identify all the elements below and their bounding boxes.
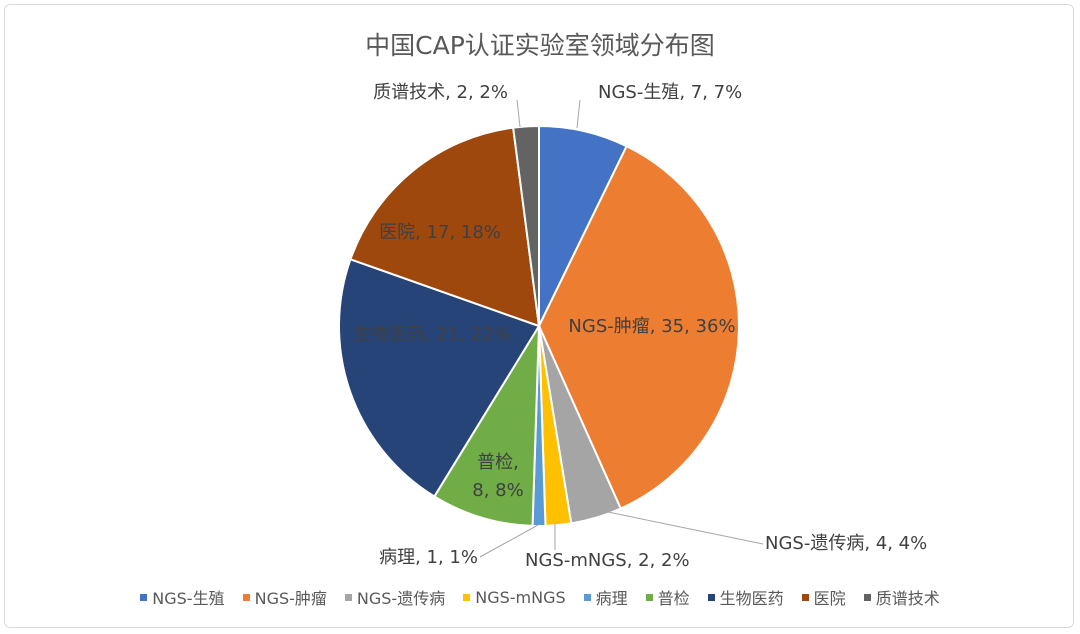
data-label: 生物医药, 21, 22% <box>353 324 511 345</box>
leader-line <box>607 511 764 545</box>
legend-swatch <box>583 593 591 601</box>
data-label: NGS-mNGS, 2, 2% <box>525 550 690 571</box>
legend-label: 普检 <box>657 589 690 608</box>
legend: NGS-生殖 NGS-肿瘤 NGS-遗传病 NGS-mNGS 病理 普检 生物医药 医院 质谱技… <box>0 585 1080 609</box>
legend-item: NGS-生殖 <box>140 585 225 609</box>
legend-swatch <box>242 593 250 601</box>
legend-swatch <box>801 593 809 601</box>
legend-item: 医院 <box>801 585 846 609</box>
leader-line <box>576 99 581 129</box>
legend-swatch <box>645 593 653 601</box>
legend-item: NGS-肿瘤 <box>242 585 327 609</box>
data-label: NGS-遗传病, 4, 4% <box>765 533 927 554</box>
data-label: 普检, 8, 8% <box>472 452 523 501</box>
legend-label: 病理 <box>595 589 628 608</box>
legend-label: NGS-遗传病 <box>356 589 446 608</box>
data-label: NGS-生殖, 7, 7% <box>598 81 742 103</box>
data-label: 质谱技术, 2, 2% <box>373 82 508 103</box>
pie-slice <box>349 126 541 328</box>
legend-label: NGS-生殖 <box>152 589 225 608</box>
data-label: NGS-肿瘤, 35, 36% <box>568 316 735 337</box>
legend-label: NGS-肿瘤 <box>254 589 327 608</box>
legend-swatch <box>140 593 148 601</box>
legend-swatch <box>344 593 352 601</box>
legend-item: NGS-遗传病 <box>344 585 446 609</box>
legend-label: 质谱技术 <box>875 589 940 608</box>
legend-label: NGS-mNGS <box>475 587 566 607</box>
legend-swatch <box>707 593 715 601</box>
leader-line <box>479 524 539 558</box>
legend-label: 医院 <box>813 589 846 608</box>
chart-title: 中国CAP认证实验室领域分布图 <box>365 31 715 60</box>
legend-swatch <box>863 593 871 601</box>
leader-line <box>516 99 521 128</box>
legend-item: 质谱技术 <box>863 585 940 609</box>
chart-frame <box>4 4 1074 628</box>
legend-label: 生物医药 <box>719 589 784 608</box>
pie-slice <box>338 258 541 498</box>
pie-slice <box>512 124 540 327</box>
legend-item: 病理 <box>583 585 628 609</box>
pie-slice <box>432 322 541 527</box>
legend-item: 生物医药 <box>707 585 784 609</box>
pie-slice <box>537 144 740 510</box>
data-label: 医院, 17, 18% <box>379 222 501 243</box>
legend-item: NGS-mNGS <box>463 585 566 609</box>
legend-item: 普检 <box>645 585 690 609</box>
data-label: 病理, 1, 1% <box>379 547 478 568</box>
legend-swatch <box>463 593 471 601</box>
